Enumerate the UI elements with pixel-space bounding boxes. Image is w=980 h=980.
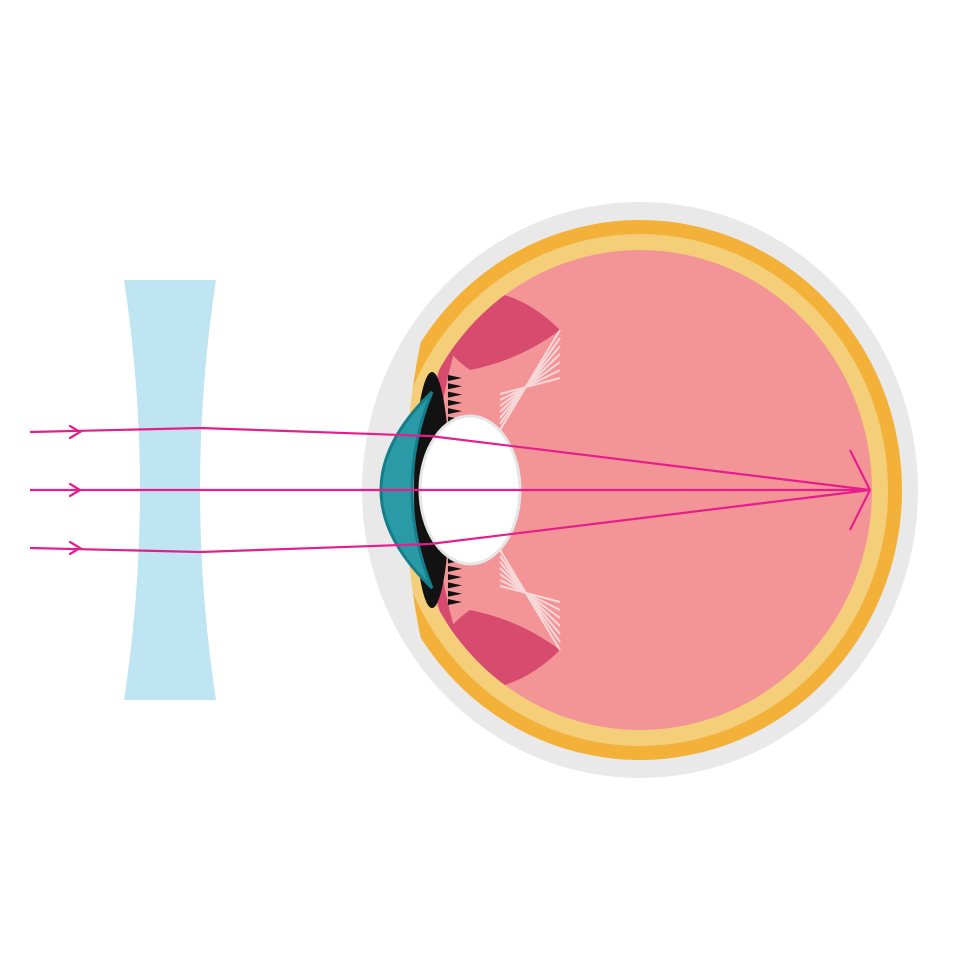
eye-diagram bbox=[0, 0, 980, 980]
